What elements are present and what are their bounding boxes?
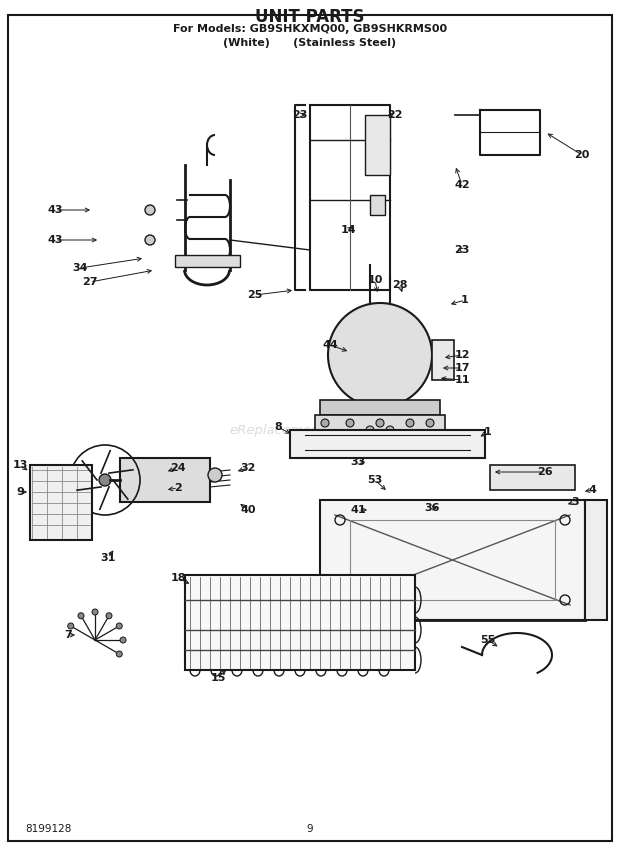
- Text: 12: 12: [454, 350, 470, 360]
- Circle shape: [346, 419, 354, 427]
- Circle shape: [145, 235, 155, 245]
- Bar: [490, 465, 575, 490]
- Bar: [120, 458, 210, 502]
- Circle shape: [92, 609, 98, 615]
- Text: 23: 23: [454, 245, 470, 255]
- Text: 55: 55: [480, 635, 495, 645]
- Text: 18: 18: [170, 573, 186, 583]
- Bar: [432, 340, 454, 380]
- Circle shape: [328, 303, 432, 407]
- Text: For Models: GB9SHKXMQ00, GB9SHKRMS00: For Models: GB9SHKXMQ00, GB9SHKRMS00: [173, 24, 447, 34]
- Text: 36: 36: [424, 503, 440, 513]
- Circle shape: [208, 468, 222, 482]
- Bar: [350, 520, 555, 600]
- Text: 4: 4: [588, 485, 596, 495]
- Bar: [30, 465, 92, 540]
- Text: 1: 1: [484, 427, 492, 437]
- Circle shape: [106, 613, 112, 619]
- Text: 8: 8: [274, 422, 282, 432]
- Text: 14: 14: [340, 225, 356, 235]
- Bar: [290, 430, 485, 458]
- Text: 20: 20: [574, 150, 590, 160]
- Circle shape: [366, 426, 374, 434]
- Bar: [185, 575, 415, 670]
- Text: 13: 13: [12, 460, 28, 470]
- Circle shape: [426, 419, 434, 427]
- Circle shape: [99, 474, 111, 486]
- Text: 22: 22: [388, 110, 403, 120]
- Circle shape: [321, 419, 329, 427]
- Text: 9: 9: [16, 487, 24, 497]
- Text: 25: 25: [247, 290, 263, 300]
- Text: 31: 31: [100, 553, 116, 563]
- Text: (White)      (Stainless Steel): (White) (Stainless Steel): [223, 38, 397, 48]
- Text: 1: 1: [461, 295, 469, 305]
- Text: eReplacementParts.com: eReplacementParts.com: [229, 424, 391, 437]
- Text: 27: 27: [82, 277, 98, 287]
- Bar: [175, 255, 240, 267]
- Text: 2: 2: [174, 483, 182, 493]
- Text: 34: 34: [73, 263, 88, 273]
- Text: 33: 33: [350, 457, 366, 467]
- Text: UNIT PARTS: UNIT PARTS: [255, 8, 365, 26]
- Circle shape: [376, 419, 384, 427]
- Circle shape: [116, 623, 122, 629]
- Circle shape: [386, 426, 394, 434]
- Text: 43: 43: [47, 235, 63, 245]
- Bar: [370, 195, 385, 215]
- Text: 42: 42: [454, 180, 470, 190]
- Text: 11: 11: [454, 375, 470, 385]
- Bar: [320, 500, 585, 620]
- Bar: [320, 400, 440, 415]
- Text: 8199128: 8199128: [25, 824, 71, 834]
- Circle shape: [116, 651, 122, 657]
- Text: 40: 40: [241, 505, 255, 515]
- Text: 44: 44: [322, 340, 338, 350]
- Circle shape: [68, 623, 74, 629]
- Text: 43: 43: [47, 205, 63, 215]
- Bar: [365, 115, 390, 175]
- Text: 28: 28: [392, 280, 408, 290]
- Text: 10: 10: [367, 275, 383, 285]
- Text: 41: 41: [350, 505, 366, 515]
- Text: 23: 23: [292, 110, 308, 120]
- Text: 53: 53: [368, 475, 383, 485]
- Text: 9: 9: [307, 824, 313, 834]
- Bar: [585, 500, 607, 620]
- Text: 24: 24: [170, 463, 186, 473]
- Text: 3: 3: [571, 497, 579, 507]
- Text: 26: 26: [537, 467, 553, 477]
- Circle shape: [145, 205, 155, 215]
- Text: 17: 17: [454, 363, 470, 373]
- Circle shape: [120, 637, 126, 643]
- Text: 32: 32: [241, 463, 255, 473]
- Circle shape: [406, 419, 414, 427]
- Circle shape: [78, 613, 84, 619]
- Bar: [315, 415, 445, 433]
- Text: 15: 15: [210, 673, 226, 683]
- Text: 7: 7: [64, 630, 72, 640]
